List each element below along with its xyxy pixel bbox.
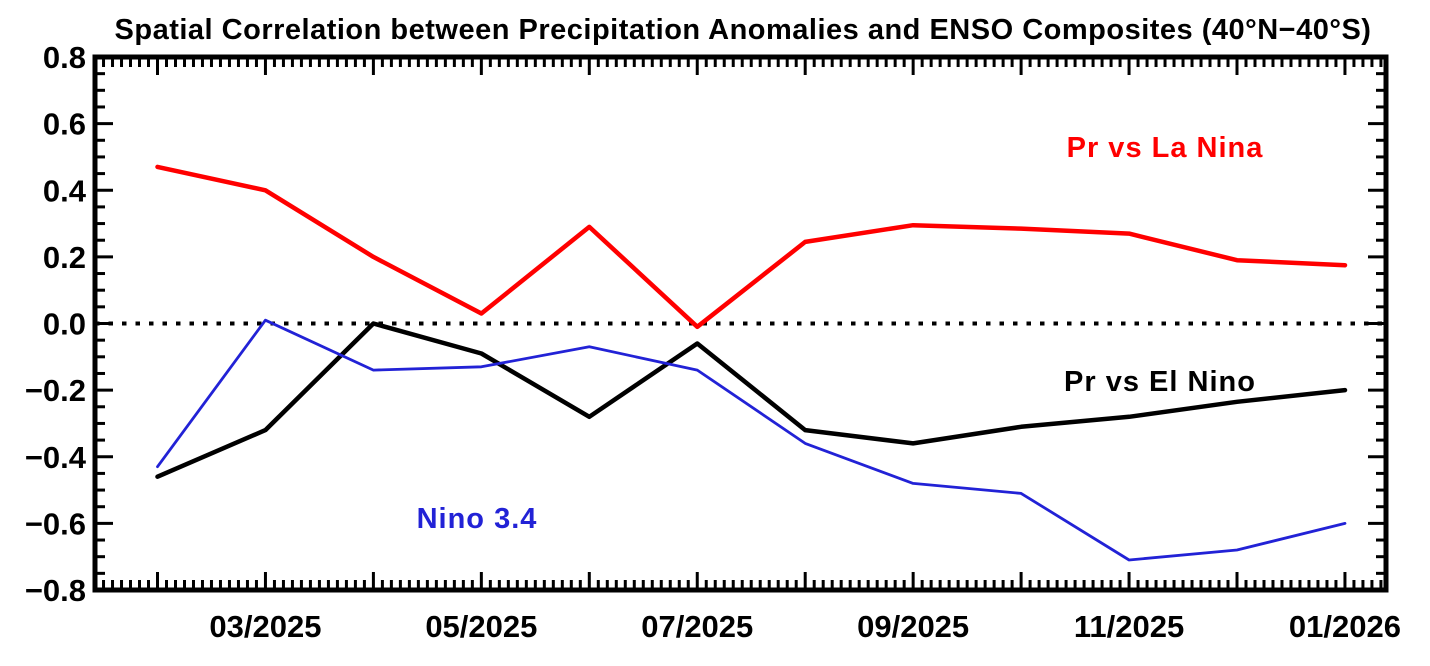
legend-labels: Pr vs La Nina Pr vs El Nino Nino 3.4 <box>417 132 1264 535</box>
y-tick-label: 0.4 <box>43 173 87 208</box>
series-line-pr-vs-la-nina <box>155 164 1348 330</box>
y-tick-label: −0.6 <box>25 506 86 541</box>
y-tick-label: −0.2 <box>25 373 86 408</box>
y-tick-label: −0.8 <box>25 573 86 608</box>
x-tick-label: 01/2026 <box>1289 609 1401 644</box>
series-line-pr-vs-el-nino <box>155 321 1348 479</box>
chart-title: Spatial Correlation between Precipitatio… <box>115 14 1372 46</box>
y-tick-label: 0.0 <box>43 307 86 342</box>
y-tick-label: 0.6 <box>43 107 86 142</box>
series-lines <box>155 164 1348 562</box>
y-tick-label: 0.2 <box>43 240 86 275</box>
y-tick-label: 0.8 <box>43 40 86 75</box>
x-tick-label: 03/2025 <box>209 609 321 644</box>
legend-label-pr-vs-el-nino: Pr vs El Nino <box>1064 366 1256 398</box>
y-axis-tick-labels: 0.8 0.6 0.4 0.2 0.0 −0.2 −0.4 −0.6 −0.8 <box>25 40 87 608</box>
x-tick-label: 07/2025 <box>641 609 753 644</box>
x-tick-label: 11/2025 <box>1074 609 1184 644</box>
y-tick-label: −0.4 <box>25 440 87 475</box>
plot-border <box>92 54 1389 593</box>
axes-and-ticks <box>92 54 1389 593</box>
legend-label-nino-3-4: Nino 3.4 <box>417 503 538 535</box>
x-axis-tick-labels: 03/2025 05/2025 07/2025 09/2025 11/2025 01/20… <box>209 609 1401 644</box>
x-tick-label: 09/2025 <box>857 609 969 644</box>
legend-label-pr-vs-la-nina: Pr vs La Nina <box>1067 132 1264 164</box>
x-tick-label: 05/2025 <box>425 609 537 644</box>
series-line-nino-3-4 <box>156 318 1347 562</box>
